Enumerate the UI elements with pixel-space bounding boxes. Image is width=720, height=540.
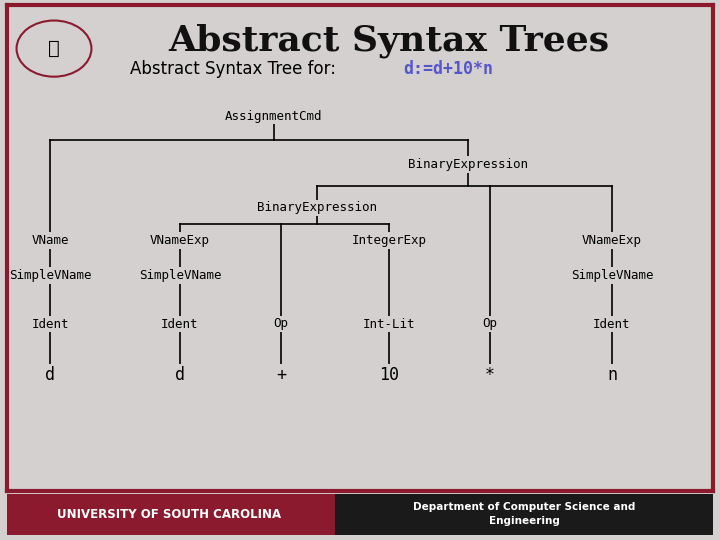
Text: SimpleVName: SimpleVName (139, 269, 221, 282)
Text: VNameExp: VNameExp (582, 234, 642, 247)
Text: d: d (45, 366, 55, 384)
Text: Int-Lit: Int-Lit (363, 318, 415, 330)
Text: Ident: Ident (593, 318, 631, 330)
Text: d: d (175, 366, 185, 384)
Text: Ident: Ident (161, 318, 199, 330)
FancyBboxPatch shape (335, 494, 713, 535)
Text: 10: 10 (379, 366, 399, 384)
Text: BinaryExpression: BinaryExpression (257, 201, 377, 214)
Text: +: + (276, 366, 286, 384)
Text: Abstract Syntax Trees: Abstract Syntax Trees (168, 23, 609, 58)
Text: Department of Computer Science and
Engineering: Department of Computer Science and Engin… (413, 503, 635, 525)
Text: Op: Op (274, 318, 288, 330)
Text: BinaryExpression: BinaryExpression (408, 158, 528, 171)
Text: SimpleVName: SimpleVName (571, 269, 653, 282)
Text: 🌴: 🌴 (48, 39, 60, 58)
Text: SimpleVName: SimpleVName (9, 269, 91, 282)
Text: *: * (485, 366, 495, 384)
Text: AssignmentCmd: AssignmentCmd (225, 110, 323, 123)
Text: Abstract Syntax Tree for:: Abstract Syntax Tree for: (130, 60, 336, 78)
Text: VNameExp: VNameExp (150, 234, 210, 247)
Text: n: n (607, 366, 617, 384)
Text: Op: Op (482, 318, 497, 330)
Text: Ident: Ident (32, 318, 69, 330)
Text: IntegerExp: IntegerExp (351, 234, 426, 247)
Text: d:=d+10*n: d:=d+10*n (403, 60, 493, 78)
Text: UNIVERSITY OF SOUTH CAROLINA: UNIVERSITY OF SOUTH CAROLINA (57, 508, 282, 521)
FancyBboxPatch shape (7, 494, 335, 535)
Text: VName: VName (32, 234, 69, 247)
Circle shape (14, 19, 94, 78)
